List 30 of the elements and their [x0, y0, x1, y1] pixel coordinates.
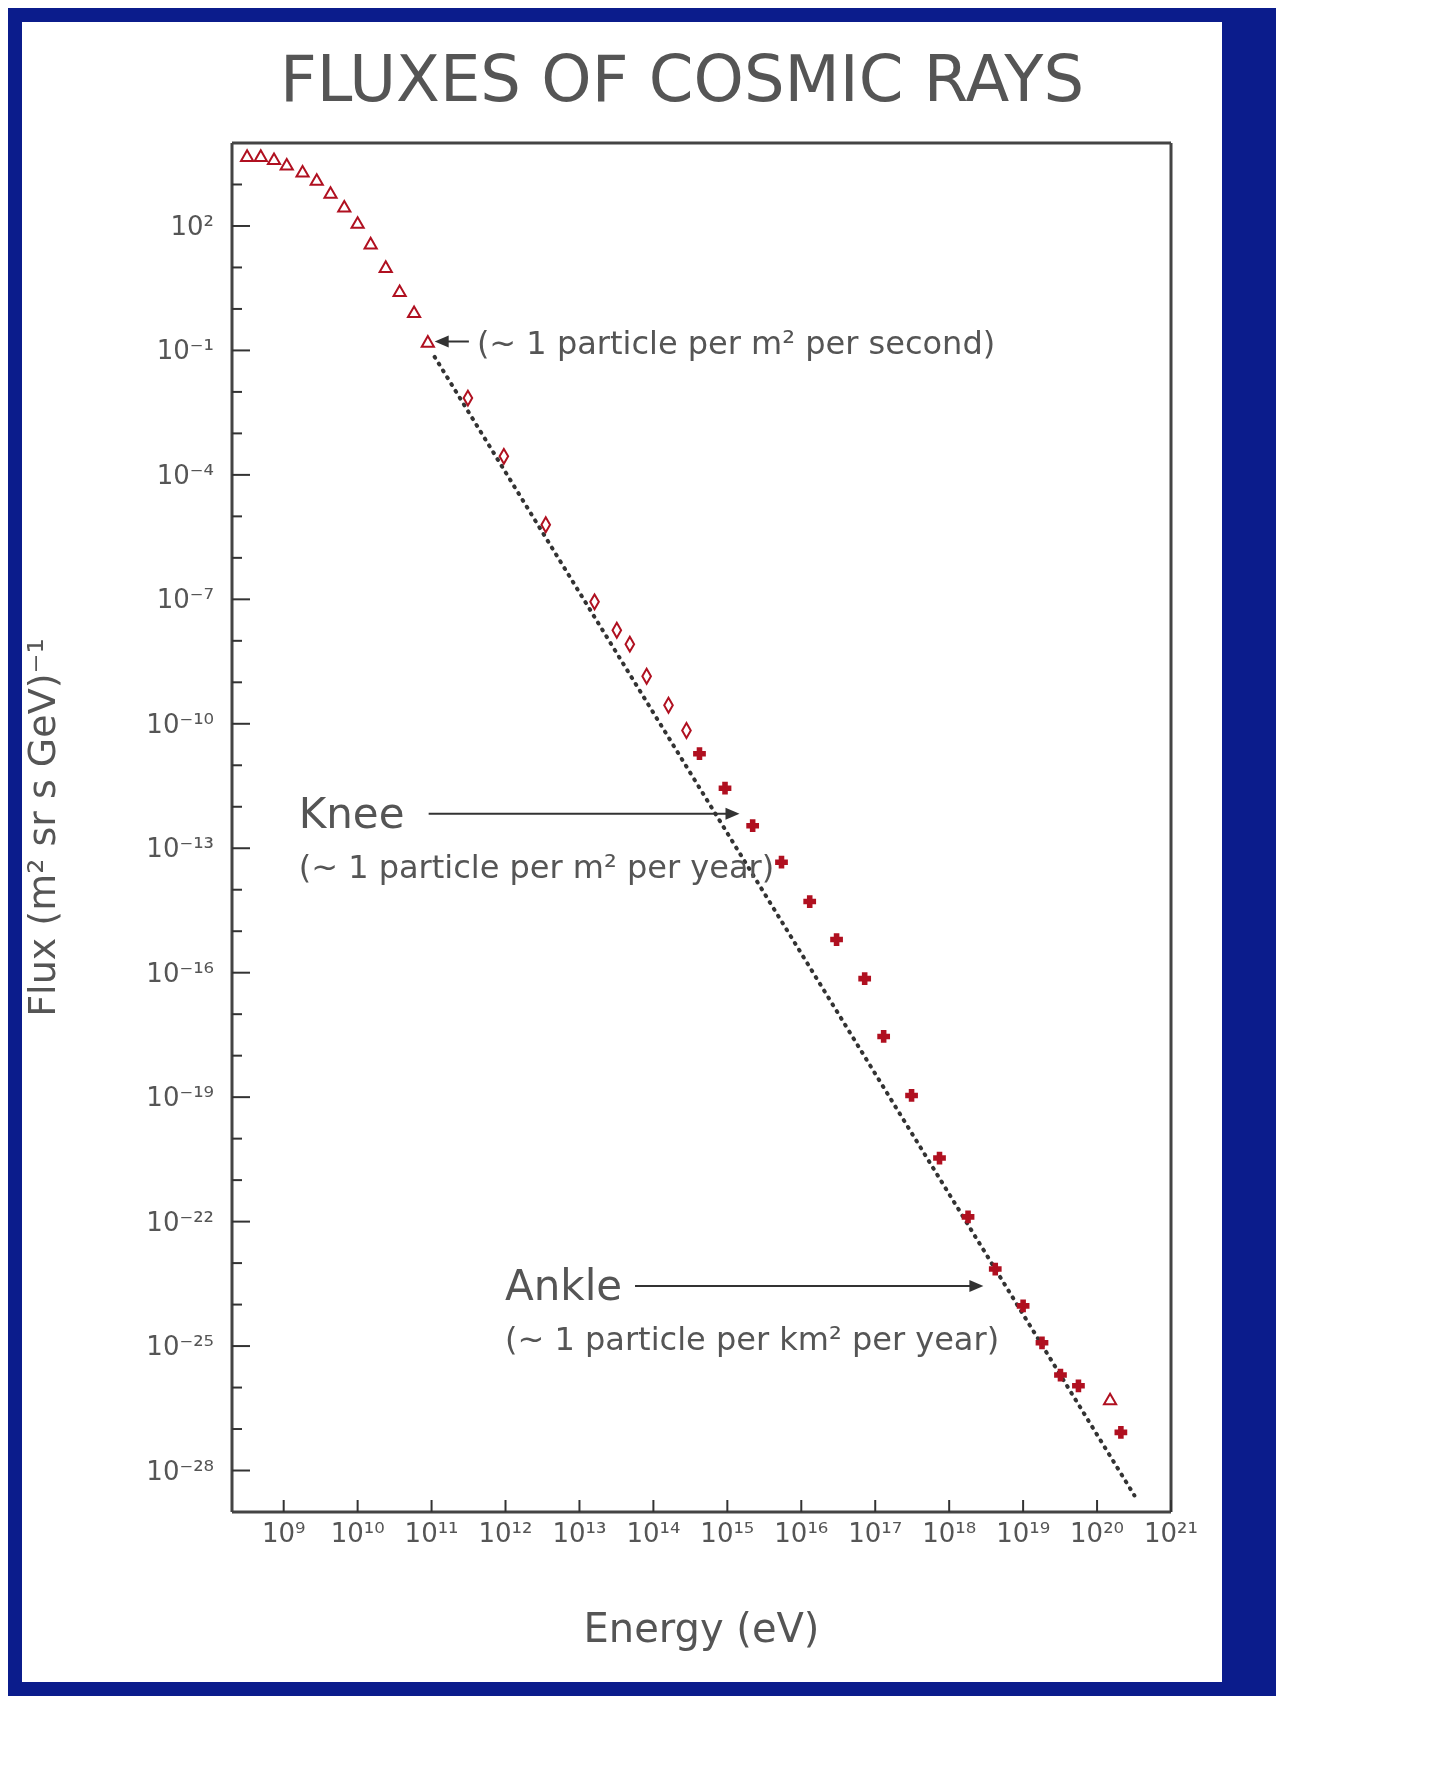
x-tick-label: 10¹⁷ [848, 1518, 903, 1548]
x-tick-label: 10¹⁰ [330, 1518, 385, 1548]
annotation: Knee (~ 1 particle per m² per year) [298, 788, 775, 886]
y-tick-label: 10⁻¹³ [146, 833, 214, 864]
annotation: (~ 1 particle per m² per second) [476, 323, 996, 362]
x-tick-label: 10¹² [478, 1518, 533, 1548]
x-tick-label: 10¹⁶ [774, 1518, 829, 1548]
y-tick-label: 10⁻¹⁶ [146, 957, 214, 988]
y-tick-label: 10⁻⁷ [156, 584, 214, 615]
x-tick-label: 10¹¹ [404, 1518, 459, 1548]
y-tick-label: 10⁻⁴ [156, 459, 214, 490]
annotation: Ankle (~ 1 particle per km² per year) [505, 1261, 1000, 1359]
x-tick-label: 10¹⁸ [922, 1518, 977, 1548]
y-tick-label: 10⁻¹⁹ [146, 1082, 214, 1113]
x-tick-label: 10¹⁴ [626, 1518, 681, 1548]
x-tick-label: 10²⁰ [1070, 1518, 1125, 1548]
y-axis-title: Flux (m² sr s GeV)⁻¹ [20, 638, 65, 1017]
chart-title: FLUXES OF COSMIC RAYS [278, 41, 1086, 118]
x-tick-label: 10¹⁹ [996, 1518, 1051, 1548]
y-tick-label: 10⁻¹ [156, 335, 214, 366]
y-tick-label: 10⁻²⁵ [146, 1331, 214, 1362]
x-tick-label: 10⁹ [261, 1518, 306, 1548]
x-axis-title: Energy (eV) [583, 1605, 820, 1651]
y-tick-label: 10⁻²² [146, 1206, 214, 1237]
x-tick-label: 10²¹ [1144, 1518, 1198, 1548]
y-tick-label: 10⁻¹⁰ [146, 708, 214, 739]
x-tick-label: 10¹⁵ [700, 1518, 755, 1548]
x-tick-label: 10¹³ [552, 1518, 607, 1548]
y-tick-label: 10² [170, 210, 214, 241]
y-tick-label: 10⁻²⁸ [146, 1455, 214, 1486]
